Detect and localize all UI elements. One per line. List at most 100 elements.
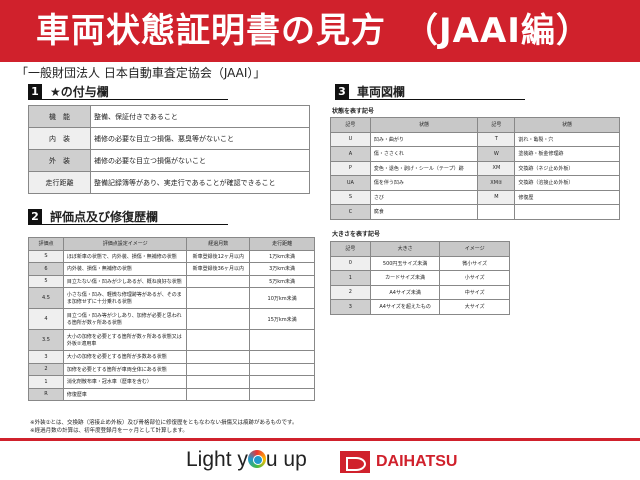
section3-heading: 3 車両図欄 — [335, 84, 525, 100]
table-row: S さび M 修復歴 — [330, 189, 620, 205]
table-cell: 1 — [330, 270, 371, 286]
section-title: ★の付与欄 — [50, 85, 109, 99]
table-header: 記号 状態 記号 状態 — [330, 117, 620, 133]
state-table: 記号 状態 記号 状態 U 凹み・曲がり T 割れ・亀裂・穴 A 傷・ささくれ W 塗装跡・板金修理跡… — [330, 117, 620, 220]
table-cell: 加修を必要とする箇所が車両全体にある状態 — [62, 362, 188, 376]
table-cell: 記号 — [330, 241, 371, 257]
table-cell: 大サイズ — [439, 299, 510, 315]
table-cell: 5 — [28, 274, 64, 288]
table-cell: 500円玉サイズ未満 — [369, 255, 441, 271]
table-cell — [249, 362, 315, 376]
table-cell: R — [28, 387, 64, 401]
table-row: 4.5 小さな傷・凹み、軽微な修理跡等があるが、そのまま加修せずに十分乗れる状態 1… — [28, 287, 315, 309]
notes: ※外装②とは、交換跡（溶接止め外板）及び骨格部位に修復歴をともなわない損傷又は痕… — [30, 419, 298, 435]
table-cell — [186, 362, 251, 376]
table-cell: 目立つ傷・凹み等が少しあり、加修が必要と思われる箇所が数ヶ所ある状態 — [62, 308, 188, 330]
table-cell: T — [477, 131, 516, 147]
table-cell: 内外装、損傷・無補修の状態 — [62, 262, 188, 276]
section-number: 2 — [28, 209, 42, 224]
table-row: 3 大小の加修を必要とする箇所が多数ある状態 — [28, 350, 315, 364]
table-cell: 目立たない傷・凹みが少しあるが、概ね良好な状態 — [62, 274, 188, 288]
table-cell: 傷・ささくれ — [369, 146, 479, 162]
table-row: 0 500円玉サイズ未満 微小サイズ — [330, 255, 510, 271]
table-cell: 状態 — [369, 117, 479, 133]
table-row: 1 消化剤散布車・冠水車（歴車を含む） — [28, 375, 315, 389]
table-cell: A — [330, 146, 371, 162]
section1-heading: 1 ★の付与欄 — [28, 84, 228, 100]
table-cell — [249, 387, 315, 401]
table-cell: 状態 — [514, 117, 620, 133]
table-cell: S — [330, 189, 371, 205]
table-cell: U — [330, 131, 371, 147]
table-cell: UA — [330, 175, 371, 191]
table-row: UA 傷を伴う凹み XM② 交換跡（溶接止め外板） — [330, 175, 620, 191]
table-cell: カードサイズ未満 — [369, 270, 441, 286]
table-cell: 6 — [28, 262, 64, 276]
table-cell: 小さな傷・凹み、軽微な修理跡等があるが、そのまま加修せずに十分乗れる状態 — [62, 287, 188, 309]
table-cell: 傷を伴う凹み — [369, 175, 479, 191]
section-title: 評価点及び修復歴欄 — [50, 210, 159, 224]
table-cell: S — [28, 249, 64, 263]
table-cell: 腐食 — [369, 204, 479, 220]
table-header: 記号 大きさ イメージ — [330, 241, 510, 257]
table-cell: 消化剤散布車・冠水車（歴車を含む） — [62, 375, 188, 389]
table-cell — [186, 274, 251, 288]
table-cell: XM② — [477, 175, 516, 191]
rating-table: 評価点 評価点設定イメージ 経過月数 走行距離 S ほぼ新車の状態で、内外装、損傷・無補修… — [28, 237, 315, 401]
table-cell: 補修の必要な目立つ損傷がないこと — [90, 149, 310, 172]
table-cell: 4 — [28, 308, 64, 330]
table-cell — [186, 287, 251, 309]
table-cell: 評価点設定イメージ — [62, 237, 188, 251]
table-row: S ほぼ新車の状態で、内外装、損傷・無補修の状態 新車登録後12ヶ月以内 1万km未満 — [28, 249, 315, 263]
table-cell: 修復歴 — [514, 189, 620, 205]
table-cell — [186, 308, 251, 330]
table-cell — [186, 329, 251, 351]
table-cell: 外 装 — [28, 149, 91, 172]
table-cell: W — [477, 146, 516, 162]
table-cell — [249, 375, 315, 389]
table-cell: 記号 — [477, 117, 516, 133]
table-cell: 小サイズ — [439, 270, 510, 286]
subtitle: 「一般財団法人 日本自動車査定協会（JAAI）」 — [16, 66, 266, 80]
brand-name: DAIHATSU — [376, 453, 458, 470]
table-row: 6 内外装、損傷・無補修の状態 新車登録後36ヶ月以内 3万km未満 — [28, 262, 315, 276]
table-cell: 新車登録後12ヶ月以内 — [186, 249, 251, 263]
table-row: R 修復歴車 — [28, 387, 315, 401]
rainbow-o-icon — [247, 450, 266, 468]
table-cell: 経過月数 — [186, 237, 251, 251]
table-cell: 15万km未満 — [249, 308, 315, 330]
table-cell: 走行距離 — [249, 237, 315, 251]
table-cell: 記号 — [330, 117, 371, 133]
state-caption: 状態を表す記号 — [332, 108, 375, 115]
table-row: 1 カードサイズ未満 小サイズ — [330, 270, 510, 286]
size-caption: 大きさを表す記号 — [332, 231, 381, 238]
table-row: C 腐食 — [330, 204, 620, 220]
table-cell: 3万km未満 — [249, 262, 315, 276]
table-row: U 凹み・曲がり T 割れ・亀裂・穴 — [330, 131, 620, 147]
table-cell: 0 — [330, 255, 371, 271]
table-cell: イメージ — [439, 241, 510, 257]
table-cell — [249, 350, 315, 364]
table-cell — [477, 204, 516, 220]
table-cell: 2 — [28, 362, 64, 376]
table-row: 4 目立つ傷・凹み等が少しあり、加修が必要と思われる箇所が数ヶ所ある状態 15万km… — [28, 308, 315, 330]
table-row: 内 装補修の必要な目立つ損傷、悪臭等がないこと — [28, 127, 310, 150]
table-cell: A4サイズを超えたもの — [369, 299, 441, 315]
table-cell: 評価点 — [28, 237, 64, 251]
table-cell: 3 — [28, 350, 64, 364]
table-cell: 凹み・曲がり — [369, 131, 479, 147]
table-cell: P — [330, 160, 371, 176]
note: ※経過月数の計算は、初年度登録月を一ヶ月として計算します。 — [30, 428, 188, 434]
table-cell — [249, 329, 315, 351]
table-cell: 微小サイズ — [439, 255, 510, 271]
table-cell: 整備、保証付きであること — [90, 105, 310, 128]
divider — [0, 438, 640, 441]
table-cell — [186, 387, 251, 401]
table-cell: 交換跡（溶接止め外板） — [514, 175, 620, 191]
table-cell: 3 — [330, 299, 371, 315]
daihatsu-logo-icon — [340, 451, 370, 473]
slogan-part: u up — [265, 448, 307, 471]
table-row: 走行距離 整備記録簿等があり、実走行であることが確認できること — [28, 171, 310, 194]
table-cell: 交換跡（ネジ止め外板） — [514, 160, 620, 176]
slogan-part: Light y — [186, 448, 248, 471]
